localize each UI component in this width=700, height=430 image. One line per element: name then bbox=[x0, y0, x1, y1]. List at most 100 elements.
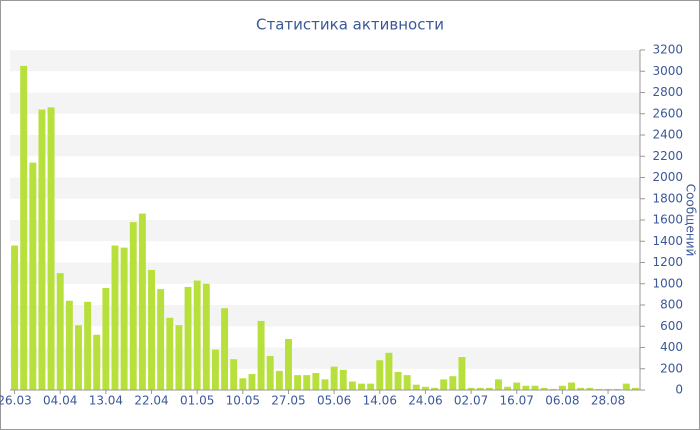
bar bbox=[449, 376, 457, 390]
bar bbox=[202, 283, 210, 390]
bar bbox=[266, 356, 274, 390]
bar bbox=[230, 359, 238, 390]
y-tick-label: 400 bbox=[660, 340, 683, 354]
grid-band bbox=[10, 220, 640, 242]
bar bbox=[613, 388, 621, 390]
bar bbox=[394, 371, 402, 390]
bar bbox=[166, 317, 174, 390]
x-tick-label: 16.07 bbox=[500, 394, 534, 408]
bar bbox=[522, 385, 530, 390]
bar bbox=[56, 273, 64, 390]
bar bbox=[604, 388, 612, 390]
bar bbox=[20, 65, 28, 390]
bar bbox=[29, 162, 37, 390]
bar bbox=[11, 245, 19, 390]
grid-band bbox=[10, 135, 640, 157]
y-tick-label: 600 bbox=[660, 319, 683, 333]
bar bbox=[184, 286, 192, 390]
y-tick-label: 200 bbox=[660, 361, 683, 375]
bar bbox=[577, 387, 585, 390]
y-tick-label: 1600 bbox=[652, 213, 683, 227]
x-tick-label: 13.04 bbox=[89, 394, 123, 408]
bar bbox=[275, 370, 283, 390]
bar bbox=[175, 325, 183, 390]
bar bbox=[221, 308, 229, 390]
bar bbox=[93, 334, 101, 390]
y-tick-label: 2800 bbox=[652, 85, 683, 99]
y-tick-label: 800 bbox=[660, 298, 683, 312]
y-tick-label: 1200 bbox=[652, 255, 683, 269]
bar bbox=[348, 381, 356, 390]
bar bbox=[285, 339, 292, 390]
chart-title: Статистика активности bbox=[256, 16, 444, 34]
grid-band bbox=[10, 262, 640, 284]
bar bbox=[412, 384, 420, 390]
bar bbox=[403, 375, 411, 390]
y-tick-label: 0 bbox=[675, 383, 683, 397]
x-tick-label: 06.08 bbox=[545, 394, 579, 408]
x-tick-label: 14.06 bbox=[363, 394, 397, 408]
bar bbox=[513, 382, 521, 390]
x-tick-label: 10.05 bbox=[226, 394, 260, 408]
bar bbox=[321, 379, 329, 390]
bar bbox=[84, 301, 92, 390]
bar bbox=[193, 280, 201, 390]
y-axis-label: Сообщений bbox=[684, 184, 698, 257]
bar bbox=[75, 325, 82, 390]
y-tick-label: 1800 bbox=[652, 191, 683, 205]
x-tick-label: 01.05 bbox=[180, 394, 214, 408]
bar bbox=[458, 357, 466, 390]
bar bbox=[111, 245, 119, 390]
bar bbox=[330, 366, 338, 390]
bar bbox=[568, 382, 575, 390]
bar bbox=[148, 269, 155, 390]
x-tick-label: 27.05 bbox=[271, 394, 305, 408]
bar bbox=[558, 385, 566, 390]
x-tick-label: 05.06 bbox=[317, 394, 351, 408]
bar bbox=[257, 320, 265, 390]
y-tick-label: 2200 bbox=[652, 149, 683, 163]
bar bbox=[367, 383, 375, 390]
bar bbox=[586, 387, 594, 390]
bar bbox=[631, 387, 639, 390]
y-tick-label: 1400 bbox=[652, 234, 683, 248]
y-tick-label: 2600 bbox=[652, 106, 683, 120]
bar bbox=[495, 379, 502, 390]
bar bbox=[157, 289, 165, 390]
bar bbox=[595, 388, 603, 390]
y-tick-label: 2400 bbox=[652, 128, 683, 142]
bar bbox=[138, 213, 146, 390]
bar bbox=[120, 247, 128, 390]
y-tick-label: 2000 bbox=[652, 170, 683, 184]
bar bbox=[376, 360, 384, 390]
x-tick-label: 04.04 bbox=[43, 394, 77, 408]
grid-band bbox=[10, 50, 640, 72]
bar bbox=[531, 385, 539, 390]
bar bbox=[65, 300, 73, 390]
bar bbox=[549, 388, 557, 390]
bar bbox=[248, 374, 256, 390]
bar bbox=[339, 369, 347, 390]
grid-band bbox=[10, 92, 640, 114]
bar bbox=[239, 378, 247, 390]
bar bbox=[476, 387, 484, 390]
bar bbox=[102, 288, 110, 390]
bar bbox=[622, 383, 630, 390]
bar bbox=[440, 379, 448, 390]
x-tick-label: 26.03 bbox=[0, 394, 32, 408]
bar bbox=[47, 107, 55, 390]
bar bbox=[211, 349, 219, 390]
y-tick-label: 1000 bbox=[652, 276, 683, 290]
bar bbox=[431, 387, 439, 390]
bar bbox=[358, 383, 365, 390]
bar bbox=[303, 375, 311, 390]
grid-band bbox=[10, 177, 640, 199]
bar bbox=[385, 352, 393, 390]
x-tick-label: 02.07 bbox=[454, 394, 488, 408]
bar bbox=[540, 387, 548, 390]
bar bbox=[467, 387, 475, 390]
x-tick-label: 24.06 bbox=[408, 394, 442, 408]
y-tick-label: 3200 bbox=[652, 43, 683, 57]
bar bbox=[294, 375, 302, 390]
